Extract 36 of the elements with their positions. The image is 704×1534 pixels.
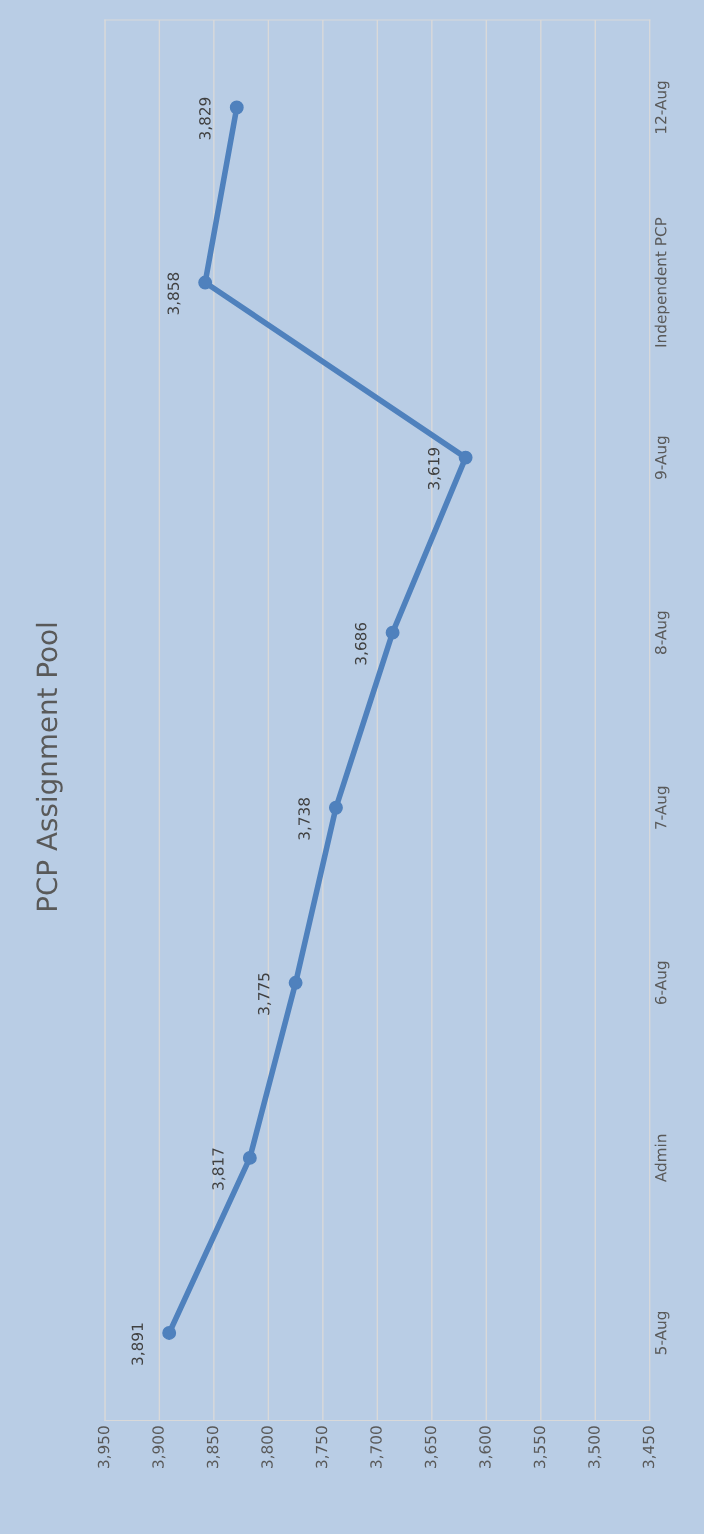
x-tick-label: 3,550 [533, 1426, 547, 1468]
x-tick-label: 3,500 [588, 1426, 602, 1468]
point [288, 975, 303, 990]
text: 3,829 [199, 97, 213, 140]
y-tick-label: 5-Aug [655, 1311, 670, 1355]
y-tick-label: Independent PCP [654, 217, 670, 347]
x-tick-label: 3,850 [206, 1426, 220, 1468]
x-tick-label: 3,750 [315, 1426, 329, 1468]
y-tick-label: Admin [654, 1134, 667, 1183]
text: PCP Assignment Pool [35, 623, 63, 911]
text: 3,817 [212, 1148, 226, 1190]
text: 3,775 [257, 973, 272, 1015]
x-tick-label: 3,650 [424, 1426, 438, 1468]
point [242, 1150, 257, 1165]
x-tick-label: 3,950 [97, 1426, 111, 1468]
text: 3,686 [354, 622, 369, 665]
point [458, 450, 473, 465]
x-tick-label: 3,450 [642, 1426, 656, 1468]
point [162, 1326, 177, 1340]
text: 3,738 [298, 798, 312, 840]
text: 3,619 [427, 447, 442, 490]
point [385, 625, 400, 640]
point [328, 800, 343, 815]
y-tick-label: 8-Aug [654, 611, 670, 654]
y-tick-label: 6-Aug [654, 961, 670, 1005]
y-tick-label: 12-Aug [654, 81, 670, 134]
x-tick-label: 3,700 [370, 1426, 384, 1468]
x-tick-label: 3,900 [152, 1426, 166, 1468]
x-tick-label: 3,800 [261, 1426, 275, 1468]
x-tick-label: 3,600 [479, 1426, 493, 1468]
text: 3,858 [167, 272, 181, 315]
text: 3,891 [131, 1323, 145, 1365]
y-tick-label: 7-Aug [655, 786, 670, 829]
point [229, 100, 244, 115]
point [198, 275, 213, 290]
y-tick-label: 9-Aug [654, 436, 670, 480]
